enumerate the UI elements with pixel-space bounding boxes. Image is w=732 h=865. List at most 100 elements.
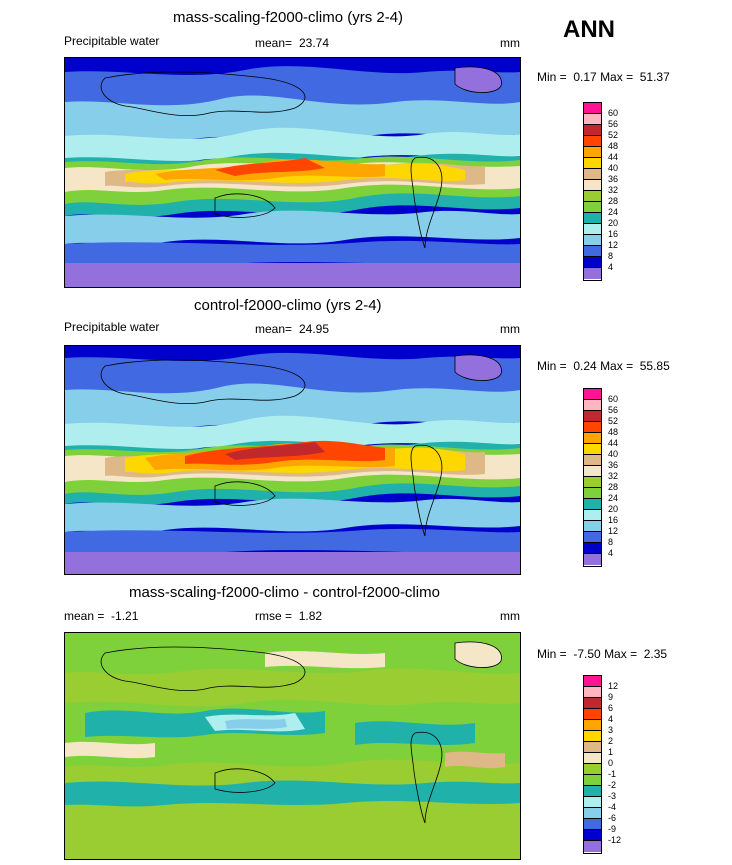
panel2-swatch xyxy=(584,510,601,521)
panel3-swatch xyxy=(584,709,601,720)
panel3-swatch xyxy=(584,775,601,786)
panel2-units: mm xyxy=(500,322,520,336)
panel2-swatch xyxy=(584,400,601,411)
panel1-swatch xyxy=(584,169,601,180)
panel3-level-label: -9 xyxy=(608,824,617,834)
panel3-swatch xyxy=(584,830,601,841)
panel1-level-label: 56 xyxy=(608,119,619,129)
panel1-swatch xyxy=(584,235,601,246)
panel2-swatch xyxy=(584,433,601,444)
panel3-level-label: 0 xyxy=(608,758,614,768)
panel1-level-label: 28 xyxy=(608,196,619,206)
panel3-colorbar xyxy=(583,675,602,854)
panel2-swatch xyxy=(584,532,601,543)
panel1-level-label: 16 xyxy=(608,229,619,239)
panel1-units: mm xyxy=(500,36,520,50)
panel1-swatch xyxy=(584,191,601,202)
panel2-swatch xyxy=(584,389,601,400)
panel1-map-plot xyxy=(65,58,520,287)
panel1-minmax: Min = 0.17 Max = 51.37 xyxy=(537,70,670,84)
panel2-level-label: 36 xyxy=(608,460,619,470)
panel1-mean-value: 23.74 xyxy=(299,36,330,50)
panel1-map xyxy=(64,57,521,288)
panel3-swatch xyxy=(584,808,601,819)
panel2-swatch xyxy=(584,455,601,466)
panel3-swatch xyxy=(584,819,601,830)
panel1-title: mass-scaling-f2000-climo (yrs 2-4) xyxy=(173,9,404,26)
season-label: ANN xyxy=(563,16,615,43)
panel3-level-label: 9 xyxy=(608,692,614,702)
panel2-level-label: 56 xyxy=(608,405,619,415)
panel3-swatch xyxy=(584,764,601,775)
panel2-title: control-f2000-climo (yrs 2-4) xyxy=(194,297,382,314)
panel3-level-label: -3 xyxy=(608,791,617,801)
panel2-level-label: 4 xyxy=(608,548,614,558)
panel1-level-label: 32 xyxy=(608,185,619,195)
panel2-swatch xyxy=(584,411,601,422)
panel1-level-label: 40 xyxy=(608,163,619,173)
panel3-mean: mean = -1.21 xyxy=(64,609,139,623)
panel2-variable-label: Precipitable water xyxy=(64,320,160,334)
panel2-level-label: 8 xyxy=(608,537,614,547)
panel1-level-label: 4 xyxy=(608,262,614,272)
panel3-level-label: -1 xyxy=(608,769,617,779)
panel1-swatch xyxy=(584,158,601,169)
panel3-swatch xyxy=(584,841,601,852)
panel1-swatch xyxy=(584,224,601,235)
panel2-swatch xyxy=(584,488,601,499)
panel1-mean-label: mean= xyxy=(255,36,293,50)
panel2-mean-value: 24.95 xyxy=(299,322,330,336)
panel1-level-label: 52 xyxy=(608,130,619,140)
panel2-swatch xyxy=(584,444,601,455)
panel2-swatch xyxy=(584,499,601,510)
panel3-rmse: rmse = 1.82 xyxy=(255,609,323,623)
panel3-level-label: 3 xyxy=(608,725,614,735)
panel1-variable-label: Precipitable water xyxy=(64,34,160,48)
panel3-level-label: -4 xyxy=(608,802,617,812)
panel3-swatch xyxy=(584,753,601,764)
panel1-swatch xyxy=(584,125,601,136)
panel1-level-label: 8 xyxy=(608,251,614,261)
panel2-minmax: Min = 0.24 Max = 55.85 xyxy=(537,359,670,373)
panel1-swatch xyxy=(584,213,601,224)
panel1-level-label: 12 xyxy=(608,240,619,250)
panel2-level-label: 28 xyxy=(608,482,619,492)
panel2-level-label: 60 xyxy=(608,394,619,404)
panel2-colorbar xyxy=(583,388,602,567)
panel2-map xyxy=(64,345,521,575)
panel3-level-label: -12 xyxy=(608,835,622,845)
panel2-mean-label: mean= xyxy=(255,322,293,336)
panel1-swatch xyxy=(584,136,601,147)
panel1-swatch xyxy=(584,180,601,191)
panel1-level-label: 20 xyxy=(608,218,619,228)
panel2-swatch xyxy=(584,422,601,433)
panel1-level-label: 36 xyxy=(608,174,619,184)
panel1-swatch xyxy=(584,268,601,279)
panel3-level-label: 1 xyxy=(608,747,614,757)
panel3-units: mm xyxy=(500,609,520,623)
panel3-swatch xyxy=(584,687,601,698)
panel3-swatch xyxy=(584,698,601,709)
panel1-level-label: 60 xyxy=(608,108,619,118)
panel2-level-label: 40 xyxy=(608,449,619,459)
panel2-level-label: 52 xyxy=(608,416,619,426)
panel1-swatch xyxy=(584,202,601,213)
panel3-swatch xyxy=(584,731,601,742)
panel3-minmax: Min = -7.50 Max = 2.35 xyxy=(537,647,668,661)
panel2-swatch xyxy=(584,543,601,554)
panel1-swatch xyxy=(584,246,601,257)
panel1-swatch xyxy=(584,147,601,158)
panel2-swatch xyxy=(584,554,601,565)
panel3-swatch xyxy=(584,786,601,797)
panel1-level-label: 24 xyxy=(608,207,619,217)
panel1-swatch xyxy=(584,257,601,268)
panel2-map-plot xyxy=(65,346,520,574)
panel3-level-label: 2 xyxy=(608,736,614,746)
panel3-level-label: 12 xyxy=(608,681,619,691)
panel2-level-label: 24 xyxy=(608,493,619,503)
panel2-level-label: 20 xyxy=(608,504,619,514)
panel2-swatch xyxy=(584,466,601,477)
panel1-colorbar xyxy=(583,102,602,281)
panel3-level-label: 4 xyxy=(608,714,614,724)
panel3-map xyxy=(64,632,521,860)
